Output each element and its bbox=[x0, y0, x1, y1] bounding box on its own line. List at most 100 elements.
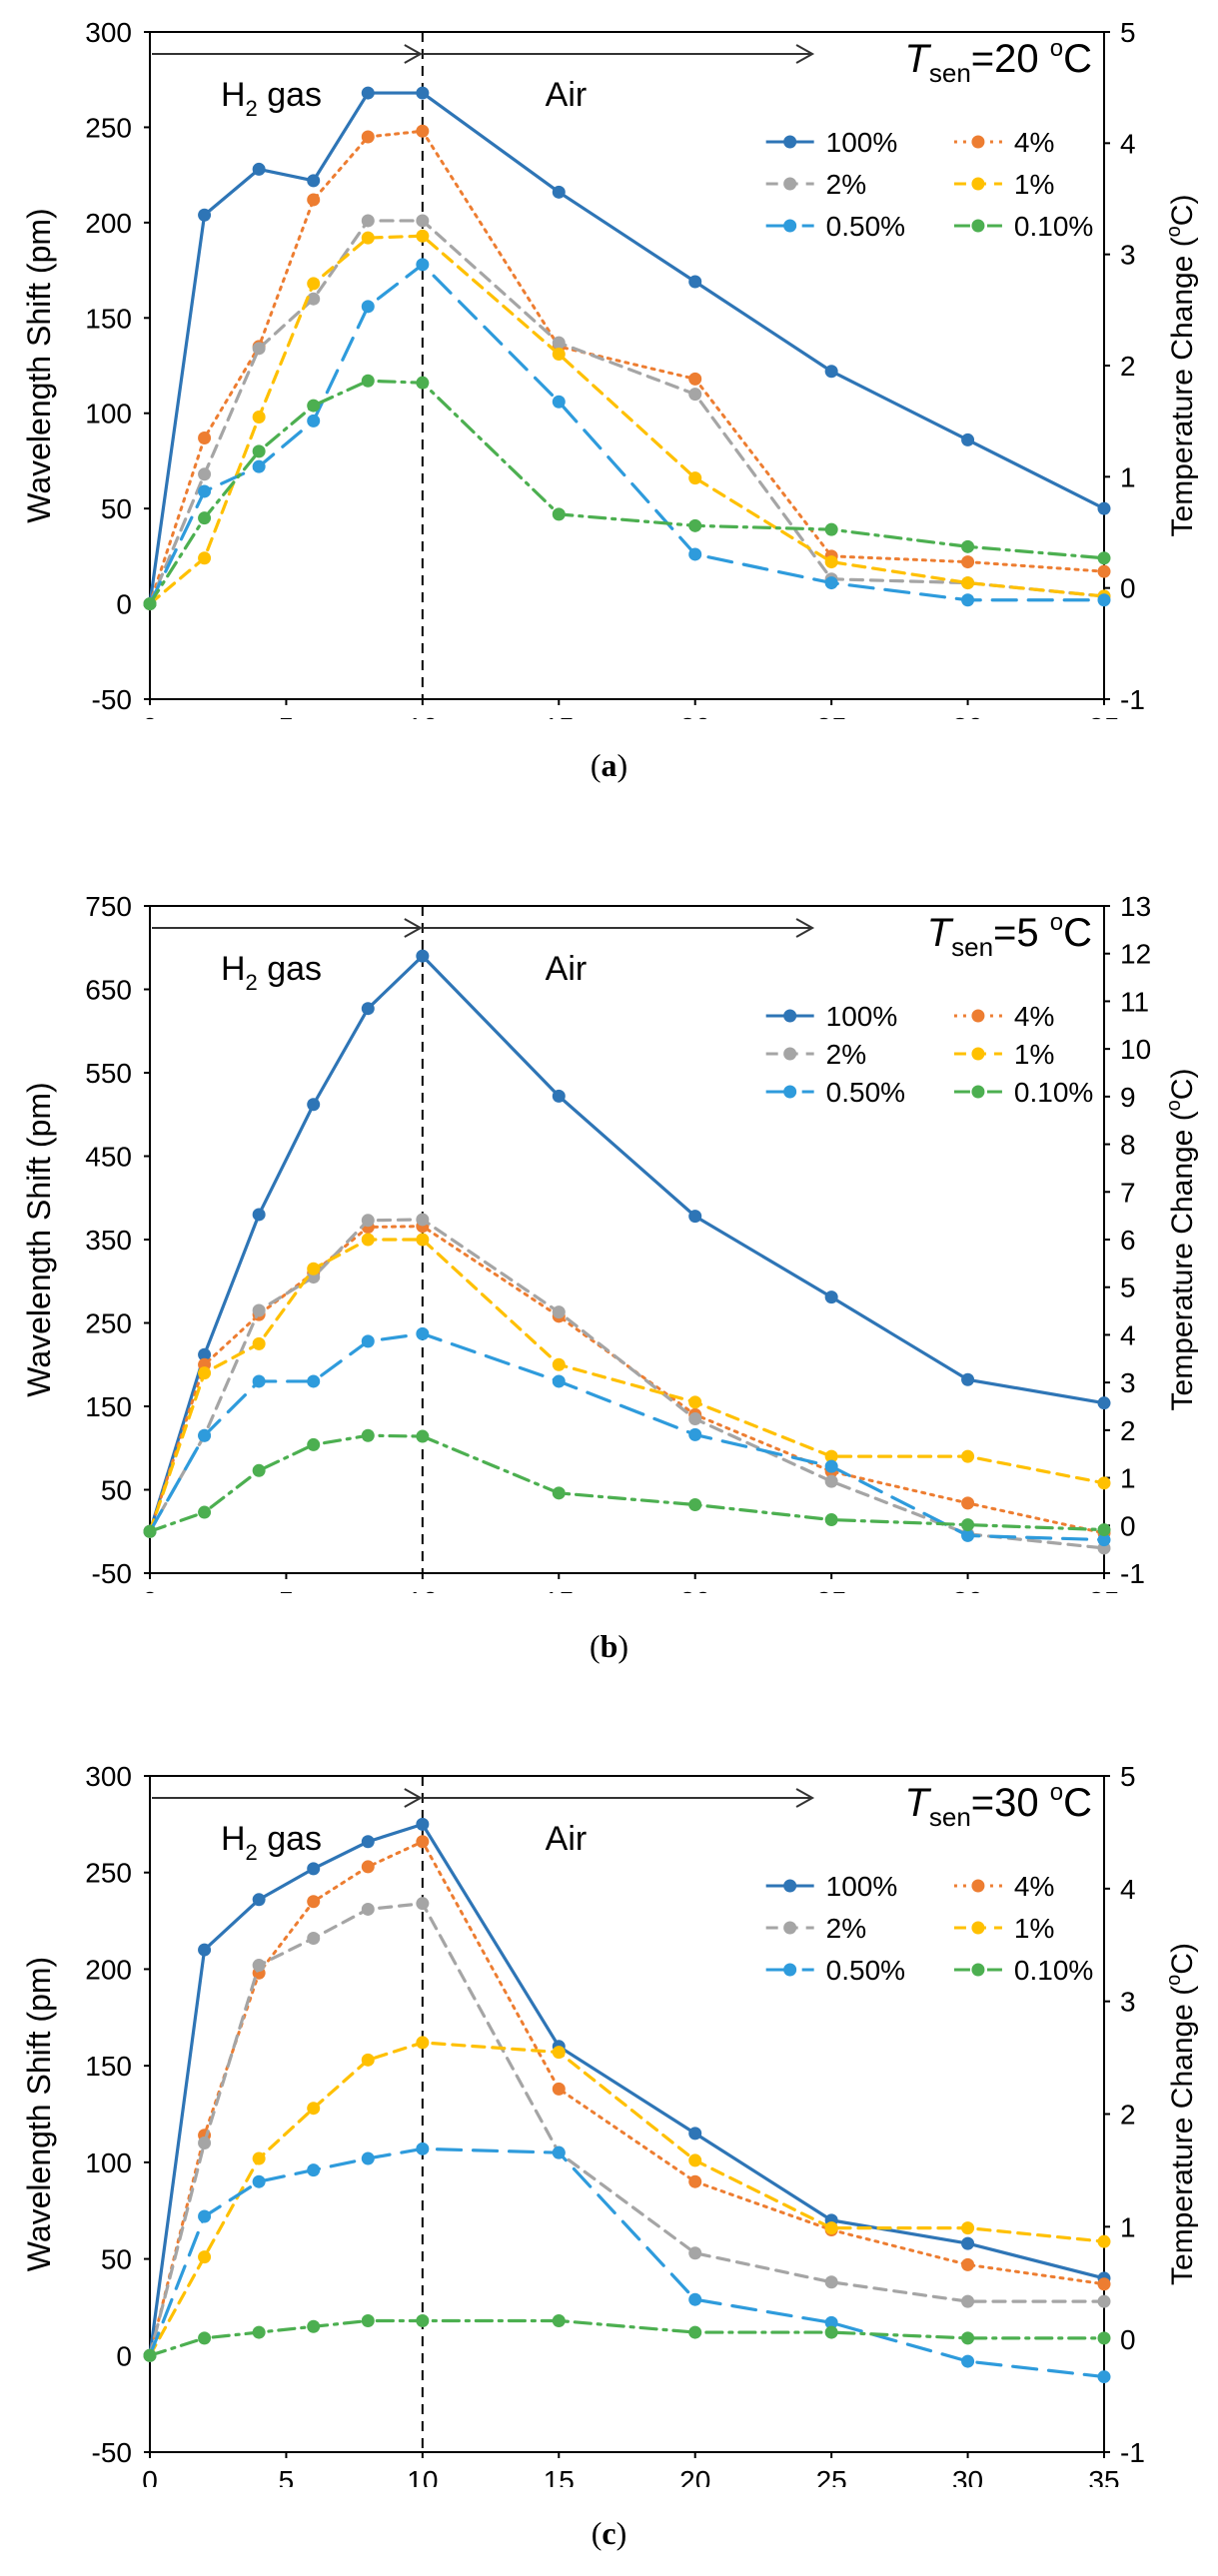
data-point bbox=[552, 348, 566, 362]
data-point bbox=[961, 2221, 975, 2235]
data-point bbox=[307, 1437, 321, 1451]
data-point bbox=[1097, 2331, 1111, 2345]
series-line-1 bbox=[148, 129, 1106, 606]
legend-swatch-marker bbox=[783, 1963, 797, 1977]
legend-swatch-marker bbox=[783, 1047, 797, 1061]
y-tick-label: 50 bbox=[101, 1475, 132, 1506]
y-tick-label: 0 bbox=[116, 2340, 132, 2371]
data-point bbox=[416, 1835, 430, 1849]
data-point bbox=[552, 1357, 566, 1371]
x-tick-label: 25 bbox=[816, 2465, 847, 2487]
y-tick-label: 650 bbox=[85, 975, 132, 1006]
data-point bbox=[824, 365, 838, 379]
data-point bbox=[416, 258, 430, 272]
data-point bbox=[361, 214, 375, 228]
data-point bbox=[416, 1326, 430, 1340]
data-point bbox=[416, 1817, 430, 1831]
h2-gas-label: H2 gas bbox=[221, 950, 322, 995]
y2-tick-label: 12 bbox=[1120, 939, 1151, 970]
data-point bbox=[1097, 551, 1111, 565]
legend-swatch-marker bbox=[783, 1085, 797, 1099]
x-tick-label: 15 bbox=[544, 1586, 575, 1593]
tsen-unit: C bbox=[1063, 1781, 1092, 1825]
data-point bbox=[688, 547, 702, 561]
data-point bbox=[688, 518, 702, 532]
x-tick-label: 15 bbox=[544, 712, 575, 719]
data-point bbox=[824, 1513, 838, 1527]
x-tick-label: 30 bbox=[952, 1586, 983, 1593]
h2-phase-arrowhead bbox=[404, 1788, 423, 1808]
data-point bbox=[416, 2036, 430, 2050]
data-point bbox=[824, 555, 838, 569]
data-point bbox=[252, 444, 266, 458]
y-tick-label: -50 bbox=[92, 684, 132, 715]
data-point bbox=[688, 2174, 702, 2188]
y2-tick-label: 1 bbox=[1120, 1463, 1136, 1494]
y2-tick-label: 5 bbox=[1120, 1761, 1136, 1792]
data-point bbox=[552, 1305, 566, 1319]
h2-gas-label-sub: 2 bbox=[246, 96, 258, 121]
data-point bbox=[198, 1428, 212, 1442]
y2-tick-label: 3 bbox=[1120, 240, 1136, 271]
data-point bbox=[688, 275, 702, 289]
legend-label: 0.10% bbox=[1014, 1955, 1093, 1986]
data-point bbox=[961, 1449, 975, 1463]
tsen-unit: C bbox=[1063, 911, 1092, 955]
caption-a: (a) bbox=[590, 747, 628, 783]
data-point bbox=[824, 1459, 838, 1473]
data-point bbox=[1097, 501, 1111, 515]
data-point bbox=[824, 522, 838, 536]
chart-panel-b: -50 50 150 250 350 450 550 650 750 -1 0 1 2 3 4 5 6 7 8 9 10… bbox=[0, 874, 1218, 1593]
data-point bbox=[361, 1334, 375, 1348]
y-tick-label: 50 bbox=[101, 2244, 132, 2275]
data-point bbox=[307, 1895, 321, 1909]
y-tick-label: 450 bbox=[85, 1142, 132, 1173]
tsen-degree-sup: o bbox=[1050, 1779, 1063, 1806]
data-point bbox=[552, 395, 566, 409]
y2-tick-label: 10 bbox=[1120, 1034, 1151, 1065]
series-line-5 bbox=[148, 2318, 1106, 2357]
chart-a-svg: -50050100150200250300-101234505101520253… bbox=[21, 17, 1199, 719]
data-point bbox=[961, 1518, 975, 1532]
data-point bbox=[307, 292, 321, 306]
data-point bbox=[361, 231, 375, 245]
legend-swatch-marker bbox=[783, 135, 797, 149]
caption-a-label: a bbox=[601, 747, 617, 783]
data-point bbox=[307, 1262, 321, 1276]
y2-tick-label: 3 bbox=[1120, 1367, 1136, 1398]
legend-label: 0.10% bbox=[1014, 1077, 1093, 1108]
data-point bbox=[198, 1943, 212, 1957]
h2-phase-arrowhead bbox=[404, 44, 423, 64]
legend-label: 0.10% bbox=[1014, 211, 1093, 242]
x-tick-label: 5 bbox=[279, 712, 295, 719]
y2-tick-label: 4 bbox=[1120, 1874, 1136, 1905]
y2-tick-label: 0 bbox=[1120, 2324, 1136, 2355]
y-tick-label: 300 bbox=[85, 1761, 132, 1792]
h2-gas-label: H2 gas bbox=[221, 76, 322, 121]
data-point bbox=[416, 949, 430, 963]
data-point bbox=[361, 374, 375, 388]
data-point bbox=[961, 2236, 975, 2250]
data-point bbox=[961, 555, 975, 569]
x-tick-label: 5 bbox=[279, 1586, 295, 1593]
legend-swatch-marker bbox=[971, 135, 985, 149]
legend-swatch-marker bbox=[971, 1963, 985, 1977]
data-point bbox=[143, 597, 157, 611]
data-point bbox=[416, 1233, 430, 1247]
data-point bbox=[361, 2151, 375, 2165]
series-line-1 bbox=[148, 1840, 1106, 2357]
data-point bbox=[361, 1002, 375, 1016]
data-point bbox=[961, 1372, 975, 1386]
y2-tick-label: 2 bbox=[1120, 1415, 1136, 1446]
legend-label: 1% bbox=[1014, 1039, 1054, 1070]
data-point bbox=[198, 208, 212, 222]
data-point bbox=[1097, 2277, 1111, 2291]
data-point bbox=[198, 551, 212, 565]
series-line-0 bbox=[148, 91, 1106, 606]
legend-label: 100% bbox=[826, 1871, 898, 1902]
data-point bbox=[416, 229, 430, 243]
data-point bbox=[198, 2331, 212, 2345]
series-line-2 bbox=[148, 1902, 1106, 2357]
y2-axis-label-sup: o bbox=[1163, 1975, 1185, 1986]
data-point bbox=[252, 2325, 266, 2339]
